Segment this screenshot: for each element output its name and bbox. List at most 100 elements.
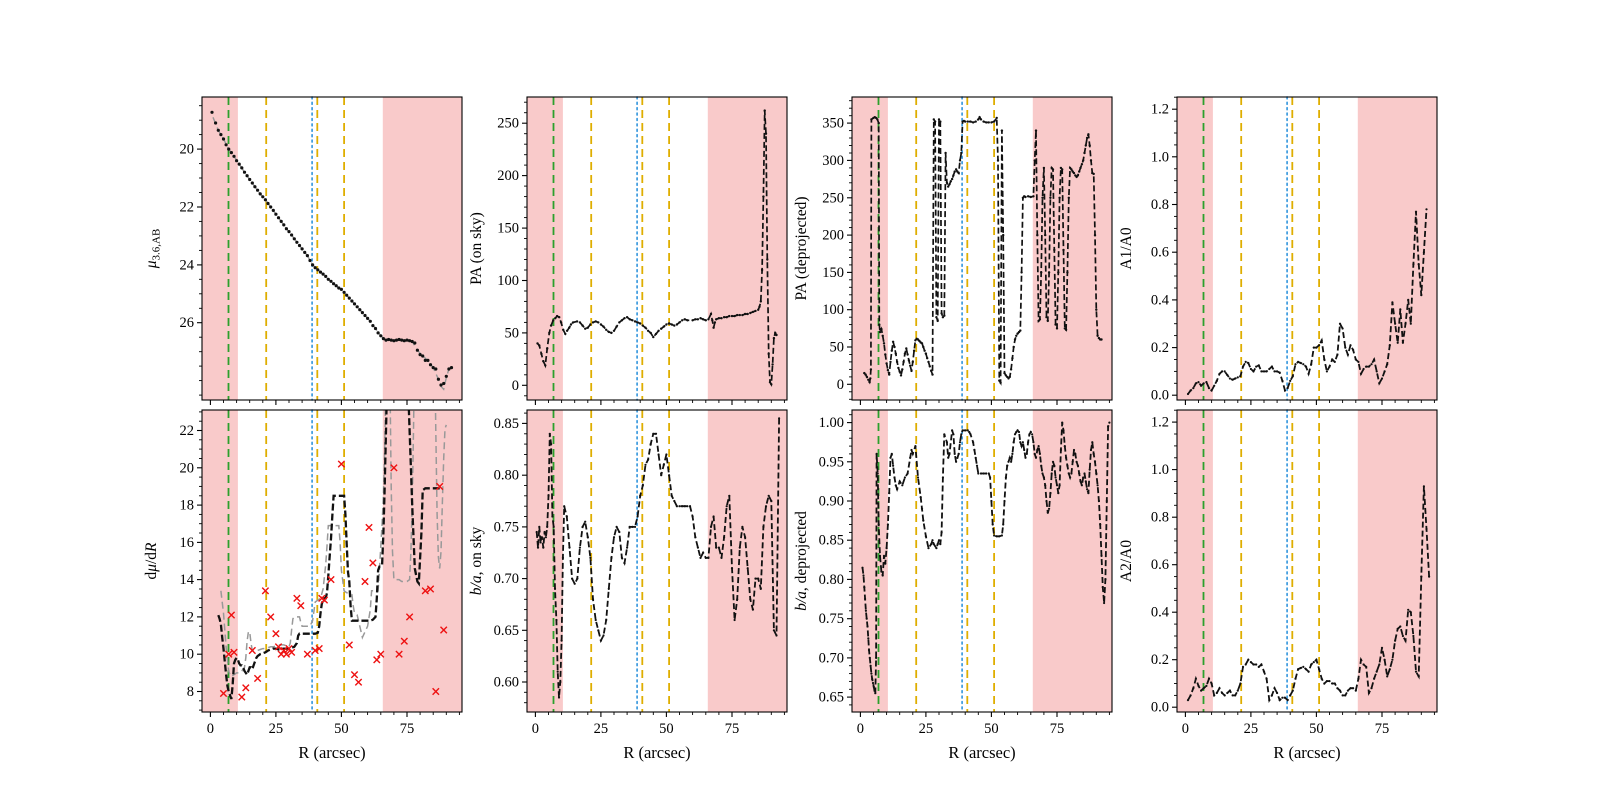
shaded-band-0 [527, 97, 563, 400]
shaded-band-0 [202, 97, 238, 400]
y-tick-label: 0.80 [819, 572, 844, 588]
y-tick-label: 0 [837, 377, 844, 393]
pa-on-sky-curve-markers [536, 109, 778, 386]
y-tick-label: 8 [187, 684, 194, 700]
x-tick-label: 0 [532, 721, 539, 737]
a2a0-xlabel: R (arcsec) [1273, 743, 1340, 762]
y-tick-label: 50 [505, 325, 520, 341]
x-tick-label: 50 [659, 721, 674, 737]
y-tick-label: 10 [180, 647, 195, 663]
x-tick-label: 0 [207, 721, 214, 737]
pa-on-sky-ylabel: PA (on sky) [468, 212, 485, 285]
y-tick-label: 0.4 [1151, 605, 1170, 621]
y-tick-label: 250 [497, 116, 519, 132]
y-tick-label: 0.8 [1151, 197, 1169, 213]
y-tick-label: 50 [830, 340, 845, 356]
x-tick-label: 50 [334, 721, 349, 737]
panel-dmu-dr: 0 25 50 75 8 10 12 14 16 18 20 22 dμ/dR R (arcsec) [143, 409, 463, 762]
panel-mu-profile: 20 22 24 26 μ3.6,AB [143, 96, 463, 405]
y-tick-label: 150 [822, 265, 844, 281]
x-tick-label: 25 [919, 721, 934, 737]
axes-box [201, 96, 463, 401]
y-tick-label: 100 [822, 302, 844, 318]
x-tick-label: 50 [984, 721, 999, 737]
x-tick-label: 50 [1309, 721, 1324, 737]
y-tick-label: 0.2 [1151, 340, 1169, 356]
dmu-model-black [217, 410, 440, 700]
pa-on-sky-curve [536, 110, 778, 388]
y-tick-label: 0.90 [819, 494, 844, 510]
shaded-band-1 [382, 410, 462, 712]
y-tick-label: 1.2 [1151, 102, 1169, 118]
shaded-band-1 [1357, 97, 1437, 400]
dmu-data-red-x-markers [219, 460, 448, 701]
y-tick-label: 0.6 [1151, 557, 1169, 573]
x-tick-label: 75 [1375, 721, 1390, 737]
y-tick-label: 14 [180, 572, 195, 588]
y-tick-label: 0.85 [494, 416, 519, 432]
axes-box [526, 409, 788, 713]
y-tick-label: 0.70 [494, 571, 519, 587]
y-tick-label: 1.2 [1151, 415, 1169, 431]
mu-profile-ylabel: μ3.6,AB [143, 229, 163, 270]
y-tick-label: 200 [497, 168, 519, 184]
dmu-dr-xlabel: R (arcsec) [298, 743, 365, 762]
ba-on-sky-curve [535, 418, 780, 698]
panel-a2a0: 0 25 50 75 0.0 0.2 0.4 0.6 0.8 1.0 1.2 A2/A0 R (arcs… [1118, 409, 1438, 762]
y-tick-label: 26 [180, 315, 195, 331]
shaded-band-1 [1357, 410, 1437, 712]
ba-on-sky-xlabel: R (arcsec) [623, 743, 690, 762]
x-tick-label: 25 [269, 721, 284, 737]
panel-ba-on-sky: 0 25 50 75 0.60 0.65 0.70 0.75 0.80 0.85 b/a, on s… [468, 409, 788, 762]
y-tick-label: 0.6 [1151, 245, 1169, 261]
y-tick-label: 12 [180, 609, 195, 625]
panel-pa-deprojected: 0 50 100 150 200 250 300 350 PA (deprojected) [793, 96, 1113, 405]
shaded-band-1 [1032, 410, 1112, 712]
ba-on-sky-curve-markers [535, 417, 781, 699]
x-tick-label: 25 [1244, 721, 1259, 737]
y-tick-label: 20 [180, 142, 195, 158]
axes-box [1176, 409, 1438, 713]
mu-data-points-markers [210, 110, 454, 387]
y-tick-label: 0.65 [819, 690, 844, 706]
y-tick-label: 0.95 [819, 454, 844, 470]
y-tick-label: 0.0 [1151, 388, 1169, 404]
y-tick-label: 0 [512, 378, 519, 394]
shaded-band-1 [382, 97, 462, 400]
shaded-band-1 [707, 97, 787, 400]
shaded-band-0 [527, 410, 563, 712]
shaded-band-0 [1177, 410, 1213, 712]
y-tick-label: 0.75 [819, 611, 844, 627]
y-tick-label: 0.2 [1151, 652, 1169, 668]
y-tick-label: 22 [180, 200, 195, 216]
y-tick-label: 300 [822, 153, 844, 169]
x-tick-label: 75 [1050, 721, 1065, 737]
y-tick-label: 1.0 [1151, 462, 1169, 478]
a2a0-ylabel: A2/A0 [1118, 540, 1135, 582]
y-tick-label: 100 [497, 273, 519, 289]
y-tick-label: 0.0 [1151, 700, 1169, 716]
y-tick-label: 22 [180, 423, 195, 439]
y-tick-label: 0.4 [1151, 292, 1170, 308]
axes-box [851, 96, 1113, 401]
a1a0-ylabel: A1/A0 [1118, 227, 1135, 269]
y-tick-label: 0.80 [494, 468, 519, 484]
ba-on-sky-ylabel: b/a, on sky [468, 527, 485, 596]
panel-pa-on-sky: 0 50 100 150 200 250 PA (on sky) [468, 96, 788, 405]
x-tick-label: 75 [400, 721, 415, 737]
y-tick-label: 20 [180, 460, 195, 476]
shaded-band-0 [202, 410, 238, 712]
panel-a1a0: 0.0 0.2 0.4 0.6 0.8 1.0 1.2 A1/A0 [1118, 96, 1438, 405]
y-tick-label: 0.75 [494, 519, 519, 535]
x-tick-label: 0 [857, 721, 864, 737]
panel-ba-deprojected: 0 25 50 75 0.65 0.70 0.75 0.80 0.85 0.90 0.95 1.00 b… [793, 409, 1113, 762]
a1a0-curve-markers [1186, 208, 1428, 396]
x-tick-label: 0 [1182, 721, 1189, 737]
pa-deprojected-ylabel: PA (deprojected) [793, 196, 810, 300]
y-tick-label: 250 [822, 190, 844, 206]
y-tick-label: 150 [497, 221, 519, 237]
y-tick-label: 350 [822, 116, 844, 132]
y-tick-label: 0.70 [819, 650, 844, 666]
